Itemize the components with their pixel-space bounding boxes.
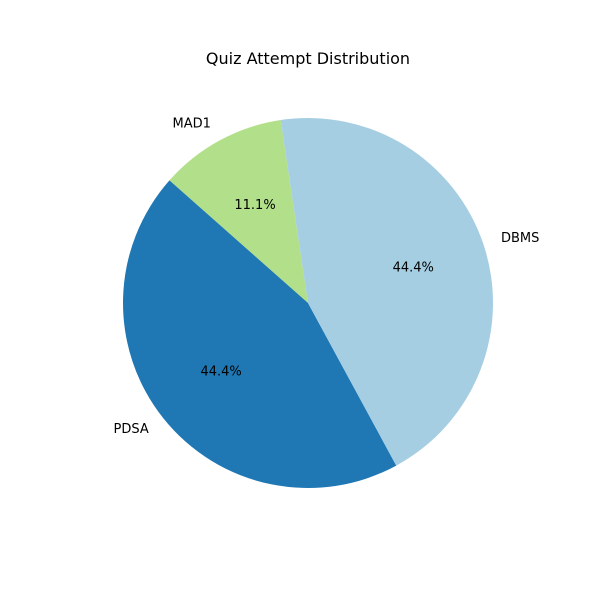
pie-slice-mad1 bbox=[169, 120, 308, 303]
pie-slices bbox=[122, 118, 494, 489]
slice-label-dbms: DBMS bbox=[501, 231, 539, 246]
pie-labels: MAD1 11.1% PDSA 44.4% DBMS 44.4% bbox=[113, 117, 539, 438]
slice-label-pdsa: PDSA bbox=[113, 422, 148, 437]
pie-slice-dbms bbox=[280, 118, 494, 466]
chart-title: Quiz Attempt Distribution bbox=[206, 49, 410, 68]
slice-label-mad1: MAD1 bbox=[173, 117, 211, 132]
slice-pct-mad1: 11.1% bbox=[234, 198, 275, 213]
slice-pct-pdsa: 44.4% bbox=[200, 365, 241, 380]
pie-slice-pdsa bbox=[122, 180, 397, 489]
slice-pct-dbms: 44.4% bbox=[393, 260, 434, 275]
